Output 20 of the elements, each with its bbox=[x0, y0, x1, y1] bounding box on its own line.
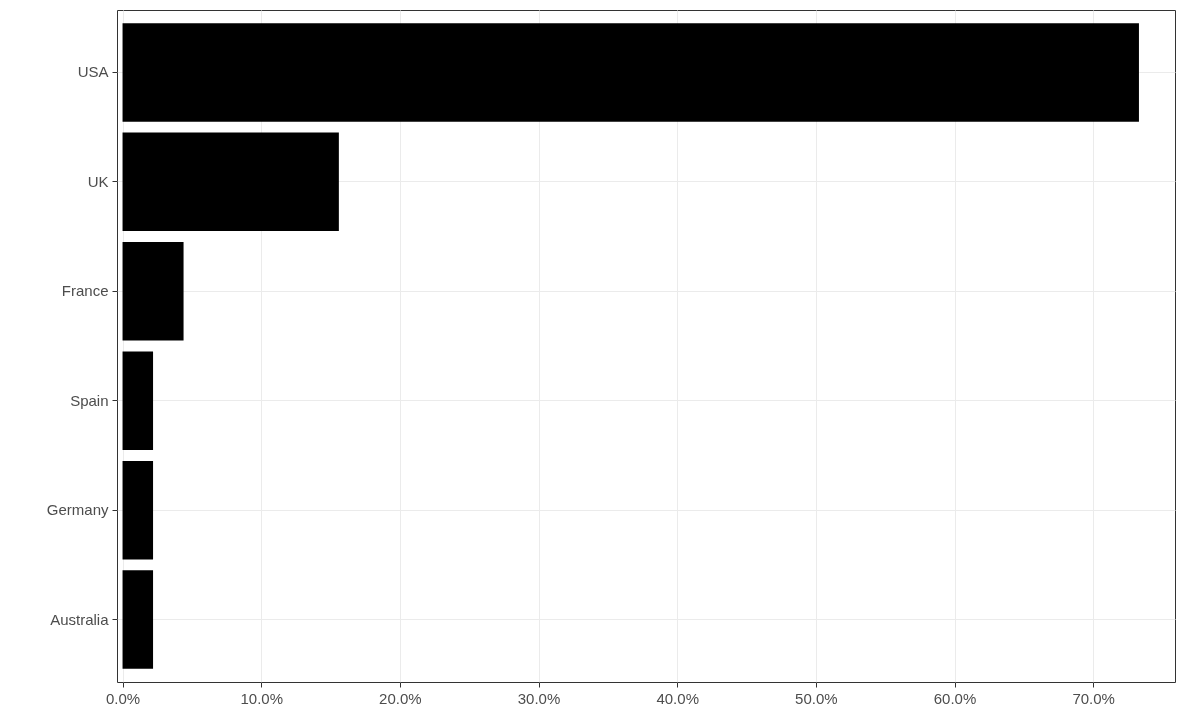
bar bbox=[122, 132, 339, 232]
x-tick-label: 60.0% bbox=[933, 689, 977, 707]
y-tick-label: Australia bbox=[50, 610, 110, 628]
y-tick-label: France bbox=[61, 282, 109, 300]
bar bbox=[122, 351, 154, 450]
x-tick-label: 0.0% bbox=[105, 689, 141, 707]
bar bbox=[122, 460, 154, 560]
x-tick-label: 10.0% bbox=[240, 689, 283, 707]
y-tick-label: USA bbox=[77, 63, 109, 81]
x-tick-label: 20.0% bbox=[379, 689, 422, 707]
bar bbox=[122, 242, 184, 341]
x-tick-label: 30.0% bbox=[517, 689, 561, 707]
y-tick-label: UK bbox=[87, 172, 109, 190]
y-tick-label: Spain bbox=[70, 391, 109, 409]
x-tick-label: 40.0% bbox=[656, 689, 699, 707]
bar bbox=[122, 23, 1139, 122]
bar bbox=[122, 570, 154, 669]
x-tick-label: 50.0% bbox=[795, 689, 838, 707]
y-tick-label: Germany bbox=[46, 501, 109, 519]
x-tick-label: 70.0% bbox=[1072, 689, 1115, 707]
